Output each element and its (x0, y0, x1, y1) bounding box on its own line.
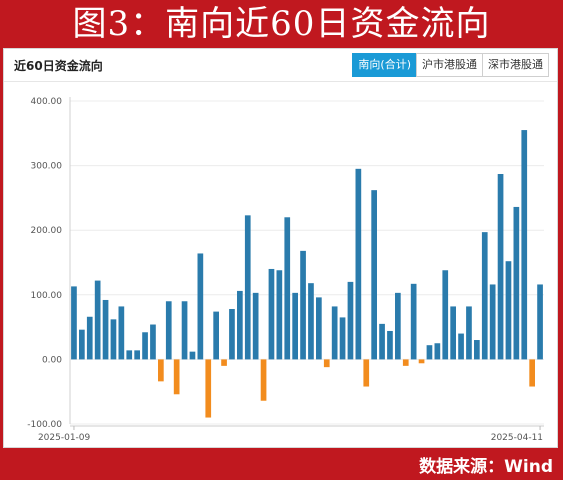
bar (339, 317, 346, 360)
x-tick-label-start: 2025-01-09 (38, 433, 91, 443)
bar (521, 130, 528, 360)
bar (284, 217, 291, 360)
tab-southbound-total[interactable]: 南向(合计) (352, 53, 417, 77)
bar (434, 343, 441, 360)
bar (474, 340, 480, 360)
bar (371, 190, 377, 360)
bar (316, 297, 322, 360)
tab-shanghai-connect[interactable]: 沪市港股通 (416, 53, 483, 77)
bar (221, 359, 227, 366)
bar (466, 306, 472, 360)
bar (505, 261, 512, 360)
bar (134, 350, 140, 360)
bar (537, 284, 543, 360)
bar (387, 330, 393, 360)
bar (244, 215, 251, 360)
bar (150, 324, 156, 360)
bar (379, 323, 385, 360)
y-tick-label: 300.00 (31, 162, 63, 172)
bar (189, 351, 196, 360)
bar (94, 280, 101, 360)
bar (513, 206, 520, 360)
bar (442, 270, 449, 360)
bar-chart: 400.00 300.00 200.00 100.00 0.00 -100.00 2025-… (27, 97, 544, 443)
bar (252, 292, 259, 360)
x-tick-label-end: 2025-04-11 (491, 433, 543, 443)
bar (260, 359, 267, 401)
bar (165, 301, 172, 360)
bar (300, 250, 306, 360)
tab-group: 南向(合计) 沪市港股通 深市港股通 (352, 53, 549, 77)
tab-shenzhen-connect[interactable]: 深市港股通 (482, 53, 549, 77)
bar (79, 329, 85, 360)
bar (331, 306, 338, 360)
bar (410, 283, 417, 360)
bar (102, 299, 109, 360)
bar (308, 283, 314, 360)
bar (426, 345, 433, 360)
bar (205, 359, 212, 418)
bar (181, 301, 188, 360)
bar (197, 253, 204, 360)
bar (237, 290, 243, 360)
panel-header: 近60日资金流向 南向(合计) 沪市港股通 深市港股通 (4, 49, 557, 82)
bar (110, 319, 117, 360)
bar (363, 359, 370, 387)
panel-title: 近60日资金流向 (14, 59, 103, 73)
bar (323, 359, 330, 368)
bar (347, 281, 354, 360)
source-note: 数据来源：Wind (419, 457, 553, 477)
bar (402, 359, 409, 366)
bar (529, 359, 535, 387)
y-tick-label: 0.00 (42, 355, 62, 365)
slide-title: 图3：南向近60日资金流向 (0, 0, 563, 48)
bar (292, 292, 298, 360)
bar (158, 359, 164, 382)
bar (458, 333, 464, 360)
chart-panel: 近60日资金流向 南向(合计) 沪市港股通 深市港股通 400.00 300.00… (3, 48, 558, 448)
bar (497, 174, 504, 360)
bar (268, 268, 275, 360)
bar (118, 306, 125, 360)
y-tick-label: 200.00 (31, 226, 63, 236)
bar (213, 311, 219, 360)
y-tick-label: 400.00 (31, 97, 63, 107)
bar (481, 232, 488, 360)
footer-bar: 数据来源：Wind (0, 448, 563, 480)
bar (142, 332, 148, 360)
y-tick-label: -100.00 (27, 420, 62, 430)
bar (355, 168, 362, 360)
bar (126, 350, 133, 360)
bar (71, 286, 77, 360)
y-tick-label: 100.00 (31, 291, 63, 301)
bar (276, 270, 283, 360)
bar (489, 284, 496, 360)
bar (86, 316, 93, 360)
bar (418, 359, 425, 364)
bar (173, 359, 180, 395)
bar (229, 309, 235, 360)
bar (450, 306, 456, 360)
bar (395, 292, 401, 360)
